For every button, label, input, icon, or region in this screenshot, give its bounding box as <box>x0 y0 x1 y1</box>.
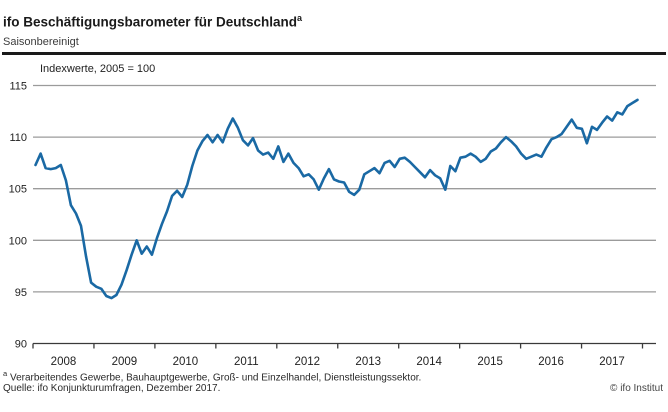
x-axis-label-2015: 2015 <box>477 356 503 368</box>
y-axis-label-115: 115 <box>9 81 27 93</box>
x-axis-label-2008: 2008 <box>51 356 77 368</box>
footnote-marker: a <box>3 369 8 378</box>
y-axis-label-105: 105 <box>9 184 27 196</box>
source-note: Quelle: ifo Konjunkturumfragen, Dezember… <box>3 383 221 394</box>
x-axis-label-2012: 2012 <box>294 356 320 368</box>
axis-unit-note: Indexwerte, 2005 = 100 <box>40 63 156 75</box>
x-axis-label-2010: 2010 <box>173 356 199 368</box>
title-footnote-marker: a <box>297 13 303 23</box>
x-axis-label-2016: 2016 <box>538 356 564 368</box>
page-subtitle: Saisonbereinigt <box>3 36 79 48</box>
header-divider <box>2 52 666 55</box>
y-axis-label-110: 110 <box>9 132 27 144</box>
x-axis-label-2011: 2011 <box>234 356 259 368</box>
copyright-note: © ifo Institut <box>610 383 663 394</box>
y-axis-label-95: 95 <box>15 287 27 299</box>
x-axis-label-2017: 2017 <box>599 356 625 368</box>
footnote: a Verarbeitendes Gewerbe, Bauhauptgewerb… <box>3 369 422 384</box>
x-axis-label-2014: 2014 <box>416 356 442 368</box>
y-axis-label-100: 100 <box>9 235 27 247</box>
employment-barometer-chart: 90 95 100 105 110 115 2008 2009 2010 2011 2012 2013… <box>9 81 656 368</box>
data-line-employment-barometer <box>34 98 639 300</box>
page-title: ifo Beschäftigungsbarometer für Deutschl… <box>3 13 303 30</box>
x-axis-label-2009: 2009 <box>112 356 138 368</box>
x-axis-label-2013: 2013 <box>355 356 381 368</box>
y-axis-label-90: 90 <box>15 339 27 351</box>
